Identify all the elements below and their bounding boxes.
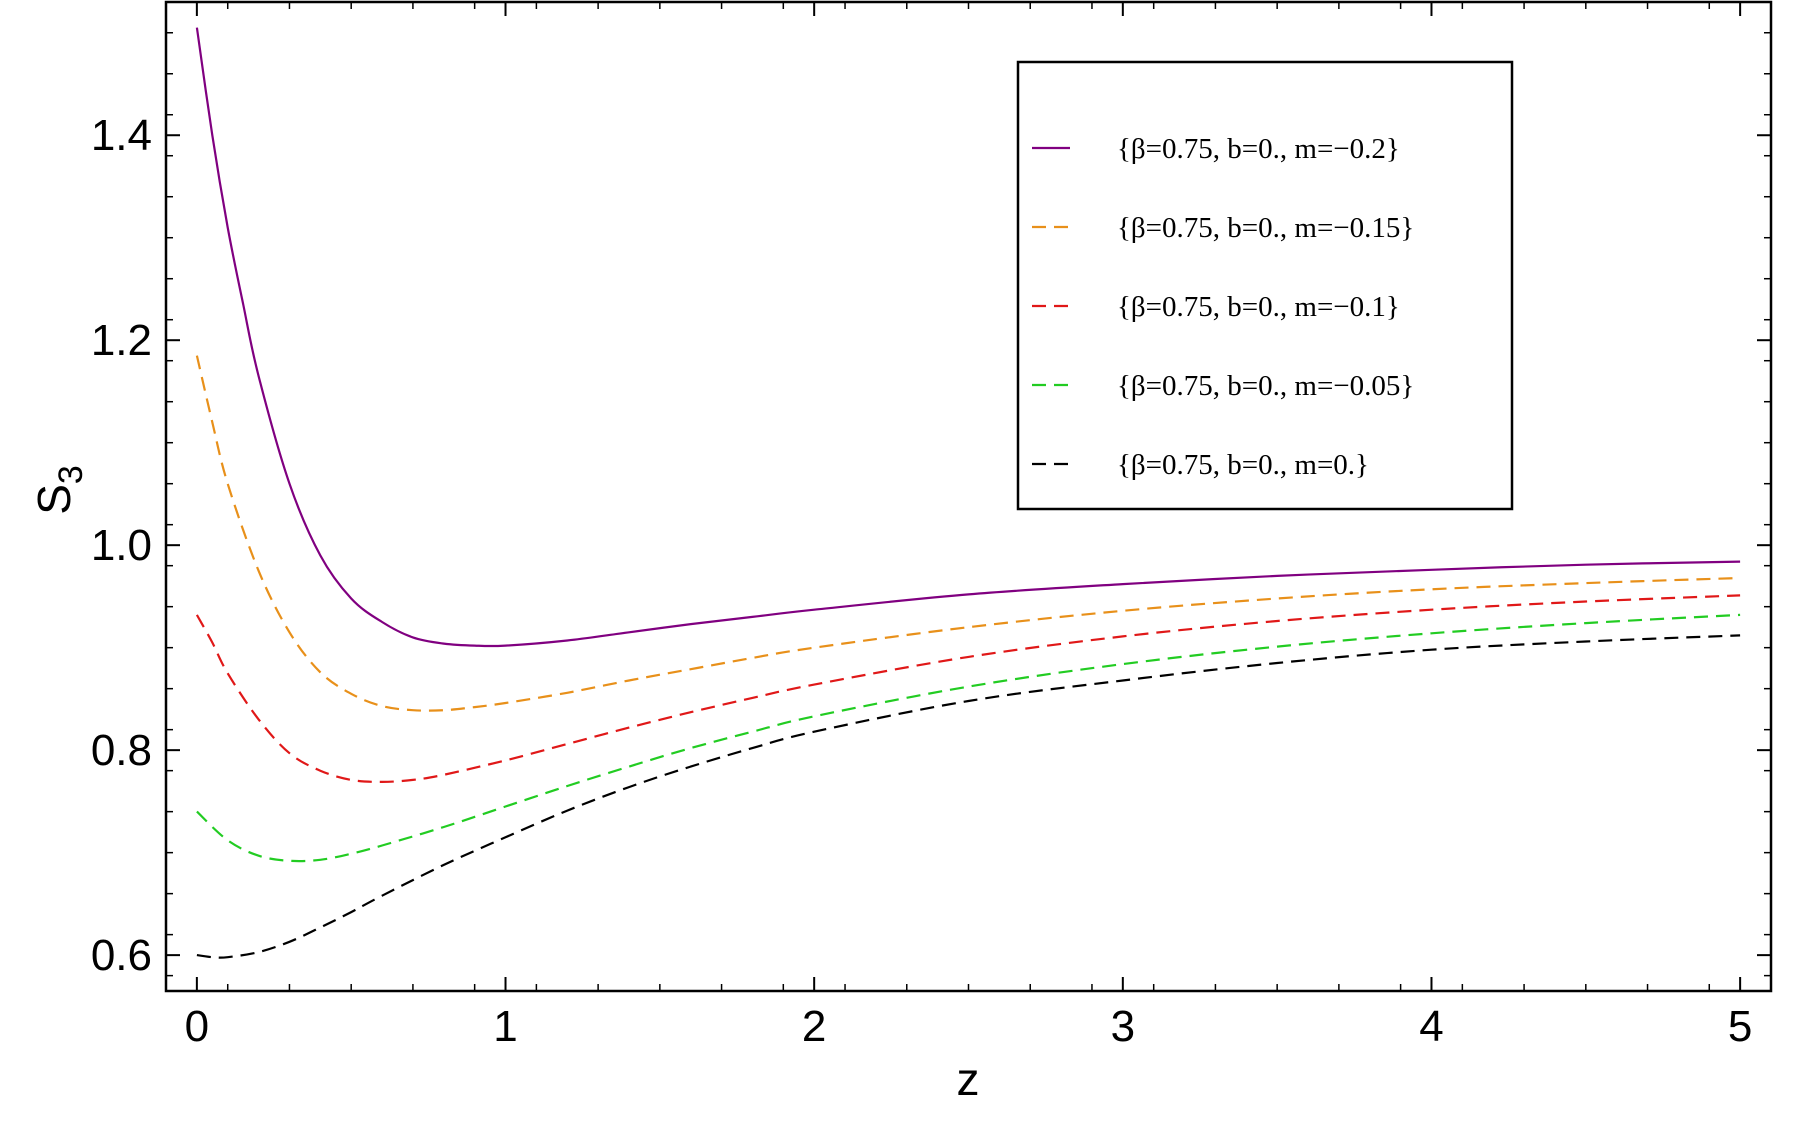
y-axis-label-main: S [28,484,80,515]
legend-label-3: {β=0.75, b=0., m=−0.1} [1117,291,1400,323]
x-tick-label: 1 [493,1002,517,1051]
series-line-2 [195,355,1741,712]
series-line-1 [195,27,1741,648]
legend-label-5: {β=0.75, b=0., m=0.} [1117,449,1369,481]
svg-text:S3: S3 [28,465,90,515]
x-tick-label: 0 [185,1002,209,1051]
x-tick-label: 4 [1419,1002,1443,1051]
series-line-3 [195,594,1741,784]
y-tick-label: 0.6 [91,931,152,980]
y-tick-label: 1.0 [91,521,152,570]
tick-labels: 0 1 2 3 4 5 0.6 0.8 1.0 1.2 1.4 [91,111,1753,1051]
legend-label-2: {β=0.75, b=0., m=−0.15} [1117,212,1414,244]
legend-label-1: {β=0.75, b=0., m=−0.2} [1117,133,1400,165]
legend-label-4: {β=0.75, b=0., m=−0.05} [1117,370,1414,402]
x-tick-label: 3 [1111,1002,1135,1051]
axis-ticks [165,2,1772,991]
y-axis-label: S3 [28,465,90,515]
x-axis-label: z [957,1053,980,1105]
x-tick-label: 2 [802,1002,826,1051]
legend-box [1016,60,1514,511]
legend: {β=0.75, b=0., m=−0.2} {β=0.75, b=0., m=−… [1016,60,1514,511]
legend-items: {β=0.75, b=0., m=−0.2} {β=0.75, b=0., m=−… [1032,133,1414,481]
y-tick-label: 1.2 [91,316,152,365]
y-tick-label: 1.4 [91,111,152,160]
plot-frame [164,0,1773,993]
y-axis-label-subscript: 3 [52,465,90,484]
x-tick-label: 5 [1728,1002,1752,1051]
y-tick-label: 0.8 [91,726,152,775]
series-line-5 [196,634,1741,959]
series-lines [195,27,1741,959]
series-line-4 [196,613,1741,863]
